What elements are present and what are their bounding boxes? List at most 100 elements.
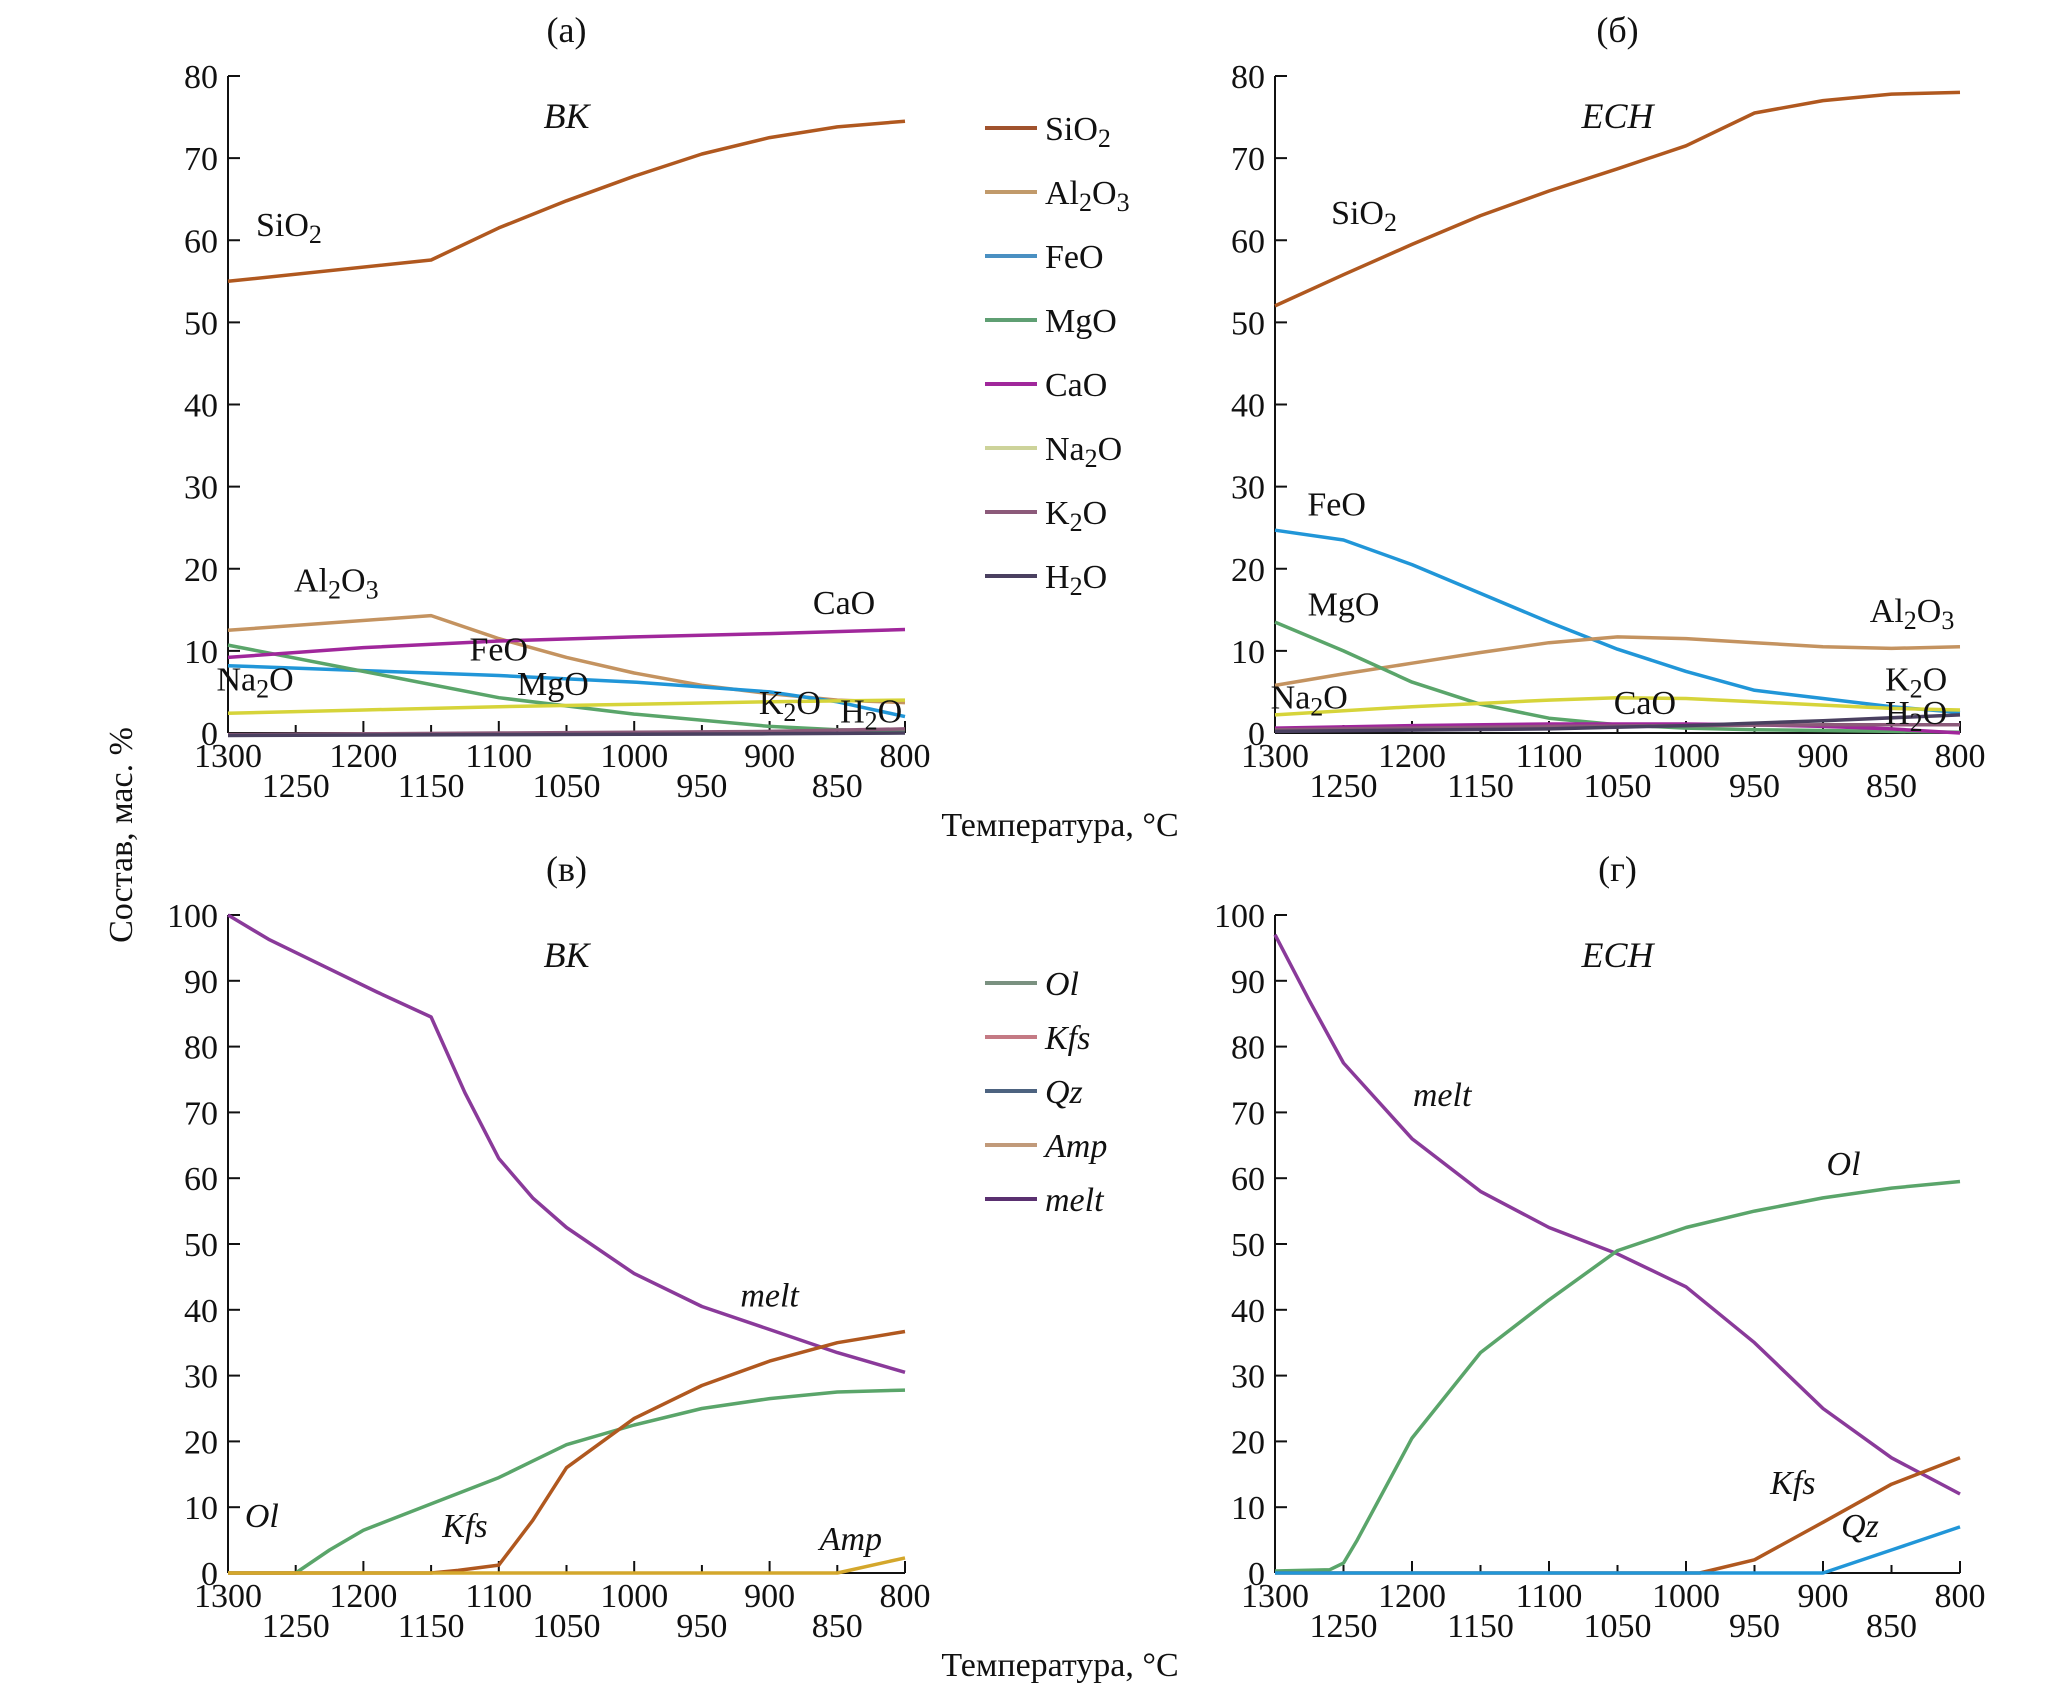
series-line-na2o [1274,695,1961,717]
y-tick-label: 90 [1231,964,1265,1001]
series-annotation: Kfs [1769,1465,1815,1502]
legend-label: melt [1045,1182,1105,1219]
series-annotation: Kfs [441,1508,487,1545]
y-tick-label: 30 [1231,1359,1265,1396]
x-tick-label: 800 [880,738,931,775]
series-annotation: FeO [1307,486,1366,523]
x-tick-label: 1250 [1310,1608,1378,1645]
y-tick-label: 50 [1231,1227,1265,1264]
y-tick-label: 0 [1248,1556,1265,1593]
x-tick-label: 800 [1935,1578,1986,1615]
series-line-melt [1273,933,1961,1496]
legend-label: K2O [1045,495,1107,537]
x-tick-label: 1000 [1652,1578,1720,1615]
legend-label: FeO [1045,239,1104,276]
series-line-feo [1274,528,1961,715]
y-tick-label: 70 [184,1095,218,1132]
sample-label: BK [543,96,591,136]
legend-label: Na2O [1045,431,1122,473]
y-tick-label: 50 [184,305,218,342]
x-tick-label: 1250 [1310,768,1378,805]
series-annotation: CaO [1614,685,1676,722]
y-tick-label: 80 [184,1030,218,1067]
series-annotation: K2O [759,685,821,727]
series-annotation: Al2O3 [294,563,379,605]
series-annotation: Ol [245,1498,279,1535]
y-tick-label: 50 [1231,305,1265,342]
legend-label: Ol [1045,966,1079,1003]
x-tick-label: 950 [676,1608,727,1645]
series-line-amp [228,1556,906,1575]
y-tick-label: 90 [184,964,218,1001]
x-tick-label: 1000 [1652,738,1720,775]
series-annotation: melt [1413,1077,1473,1114]
series-line-h2o [227,731,906,738]
series-annotation: Al2O3 [1870,593,1955,635]
x-tick-label: 850 [1866,768,1917,805]
x-tick-label: 850 [1866,1608,1917,1645]
y-tick-label: 80 [1231,1030,1265,1067]
y-tick-label: 60 [184,1161,218,1198]
y-tick-label: 60 [184,223,218,260]
series-annotation: Amp [818,1521,882,1558]
x-tick-label: 800 [880,1578,931,1615]
legend-label: Al2O3 [1045,175,1130,217]
series-line-h2o [1274,713,1961,734]
y-tick-label: 10 [184,634,218,671]
x-tick-label: 850 [812,1608,863,1645]
series-annotation: melt [740,1278,800,1315]
legend-label: H2O [1045,559,1107,601]
y-tick-label: 60 [1231,223,1265,260]
series-line-cao [227,627,906,660]
panel-a: 0 10 20 30 40 50 60 70 80 1300 1200 1100 1000 900 800 1… [184,10,931,805]
y-tick-label: 80 [184,59,218,96]
series-annotation: Qz [1841,1508,1879,1545]
x-tick-label: 1100 [1516,738,1583,775]
legend-label: SiO2 [1045,111,1111,153]
x-tick-label: 800 [1935,738,1986,775]
panel-c: 0 10 20 30 40 50 60 70 80 90 100 1300 1200 1100 1000 90… [167,849,931,1645]
x-tick-label: 900 [744,1578,795,1615]
sample-label: ECH [1581,935,1656,975]
panel-title: (б) [1596,10,1638,50]
x-tick-label: 1050 [1584,768,1652,805]
x-axis-title-top: Температура, °C [941,807,1178,844]
y-tick-label: 70 [184,141,218,178]
x-tick-label: 1150 [1447,1608,1514,1645]
y-tick-label: 100 [167,898,218,935]
y-tick-label: 40 [184,388,218,425]
series-line-al2o3 [1274,635,1961,688]
y-tick-label: 30 [1231,470,1265,507]
series-annotation: H2O [1885,695,1947,737]
series-line-ol [228,1388,906,1575]
x-tick-label: 900 [1798,1578,1849,1615]
x-tick-label: 1200 [329,1578,397,1615]
x-tick-label: 1250 [262,768,330,805]
y-tick-label: 40 [1231,388,1265,425]
x-tick-label: 950 [676,768,727,805]
legend-label: Amp [1043,1128,1107,1165]
series-annotation: Ol [1827,1146,1861,1183]
y-tick-label: 30 [184,1359,218,1396]
panel-title: (в) [546,849,587,889]
x-tick-label: 850 [812,768,863,805]
series-annotation: FeO [470,632,529,669]
x-tick-label: 1300 [1241,1578,1309,1615]
panel-title: (а) [547,10,587,50]
y-tick-label: 20 [1231,552,1265,589]
y-tick-label: 30 [184,470,218,507]
x-tick-label: 1300 [1241,738,1309,775]
x-tick-label: 1250 [262,1608,330,1645]
x-tick-label: 1000 [600,738,668,775]
y-tick-label: 20 [184,552,218,589]
legend-label: Qz [1045,1074,1083,1111]
legend-label: MgO [1045,303,1117,340]
legend-label: Kfs [1044,1020,1090,1057]
series-line-sio2 [227,119,906,284]
y-axis-title: Состав, мас. % [103,727,140,943]
series-annotation: Na2O [1271,679,1348,721]
series-annotation: CaO [813,585,875,622]
sample-label: ECH [1581,96,1656,136]
y-tick-label: 50 [184,1227,218,1264]
series-annotation: SiO2 [256,207,322,249]
